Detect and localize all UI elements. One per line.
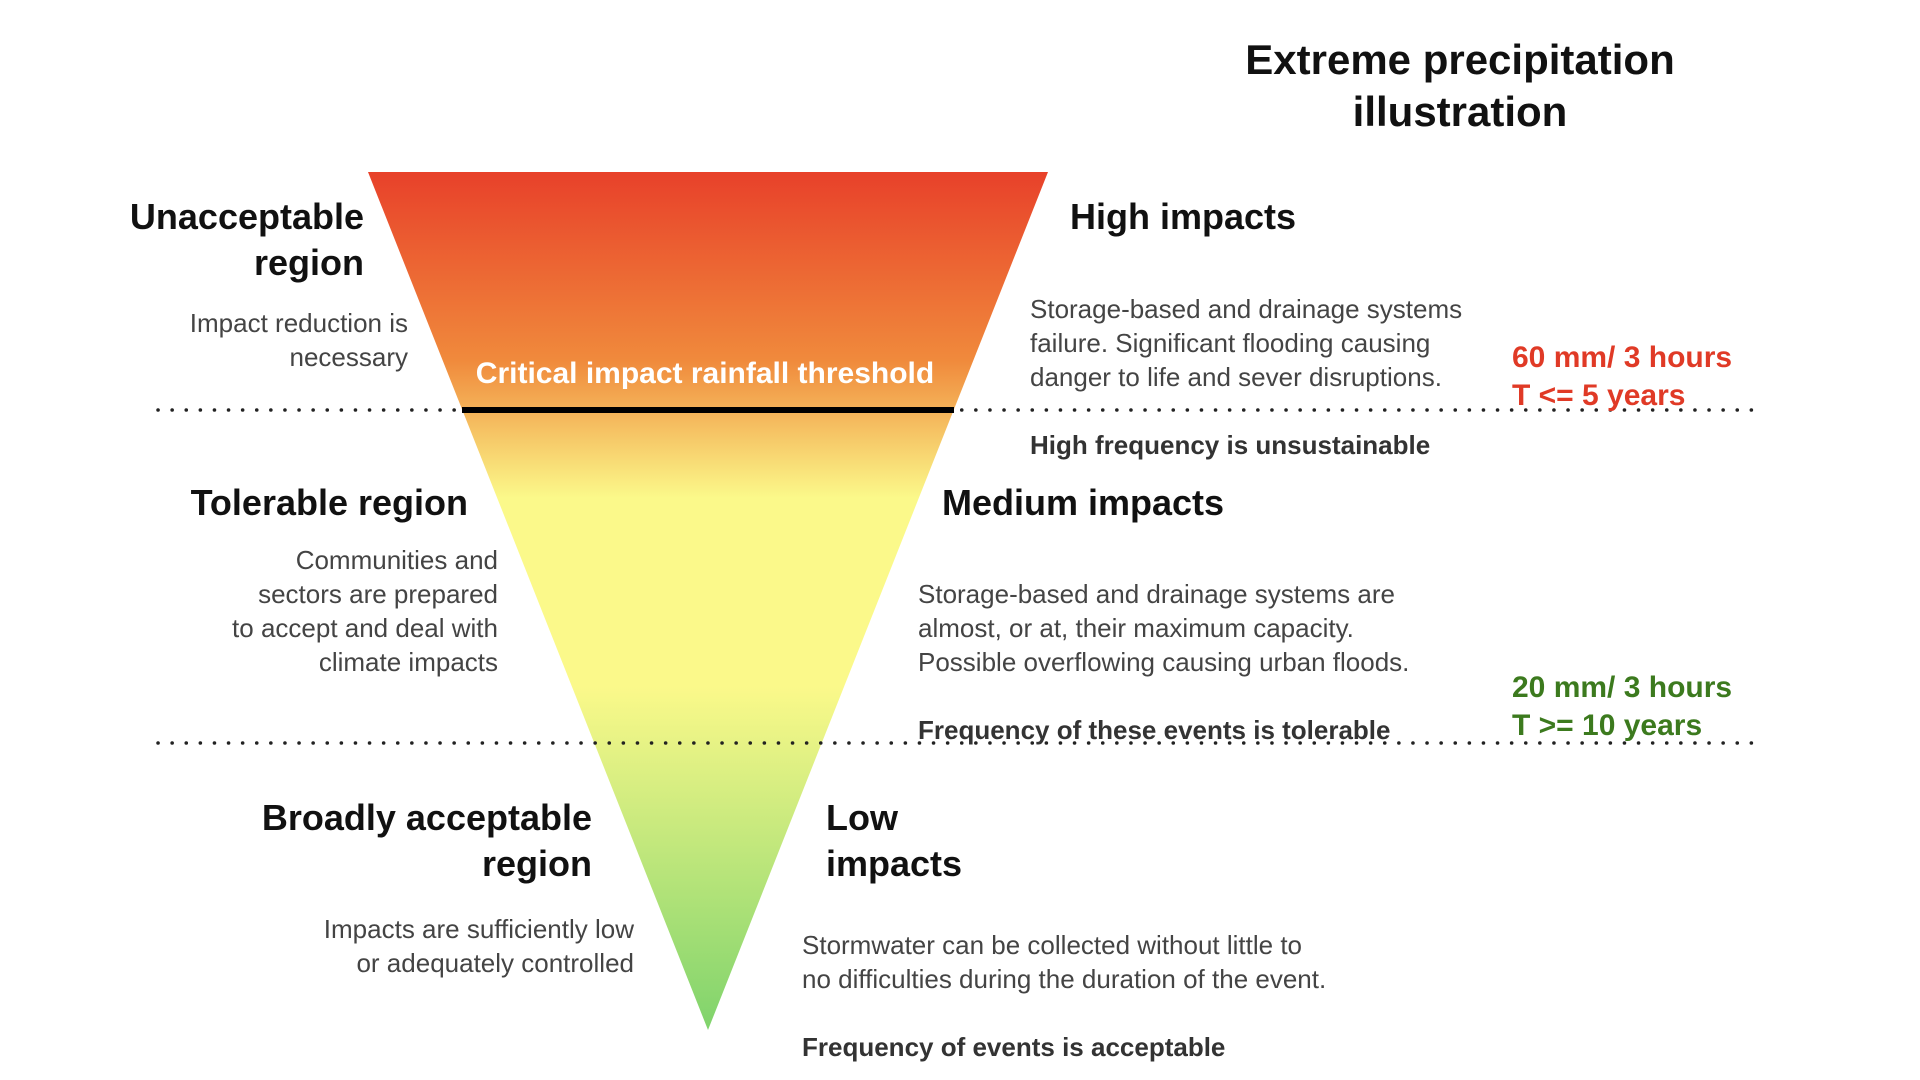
inverted-triangle [368,172,1048,1030]
tolerable-region-heading: Tolerable region [190,482,468,523]
low-impacts-frequency: Frequency of events is acceptable [802,1032,1226,1062]
medium-impacts-frequency: Frequency of these events is tolerable [918,715,1391,745]
high-impacts-frequency: High frequency is unsustainable [1030,430,1431,460]
acceptable-region-text: Impacts are sufficiently low or adequate… [323,914,634,978]
high-impacts-heading: High impacts [1070,196,1297,237]
critical-threshold-label: Critical impact rainfall threshold [475,357,935,390]
low-impacts-heading: Low impacts [826,797,963,884]
unacceptable-region-text: Impact reduction is necessary [189,308,408,372]
low-impacts-description: Stormwater can be collected without litt… [802,894,1326,1064]
high-impacts-text: Storage-based and drainage systems failu… [1030,294,1463,392]
medium-impacts-heading: Medium impacts [942,482,1225,523]
upper-threshold-period: T <= 5 years [1512,379,1686,412]
diagram-title: Extreme precipitation illustration [1245,36,1675,135]
low-impacts-text: Stormwater can be collected without litt… [802,930,1327,994]
lower-threshold-period: T >= 10 years [1512,709,1703,742]
upper-threshold-amount: 60 mm/ 3 hours [1512,341,1733,374]
unacceptable-region-heading: Unacceptable region [129,196,364,283]
tolerable-region-text: Communities and sectors are prepared to … [232,545,498,677]
medium-impacts-description: Storage-based and drainage systems are a… [918,543,1409,747]
lower-threshold-amount: 20 mm/ 3 hours [1512,671,1733,704]
high-impacts-description: Storage-based and drainage systems failu… [1030,258,1462,462]
acceptable-region-heading: Broadly acceptable region [261,797,592,884]
medium-impacts-text: Storage-based and drainage systems are a… [918,579,1410,677]
